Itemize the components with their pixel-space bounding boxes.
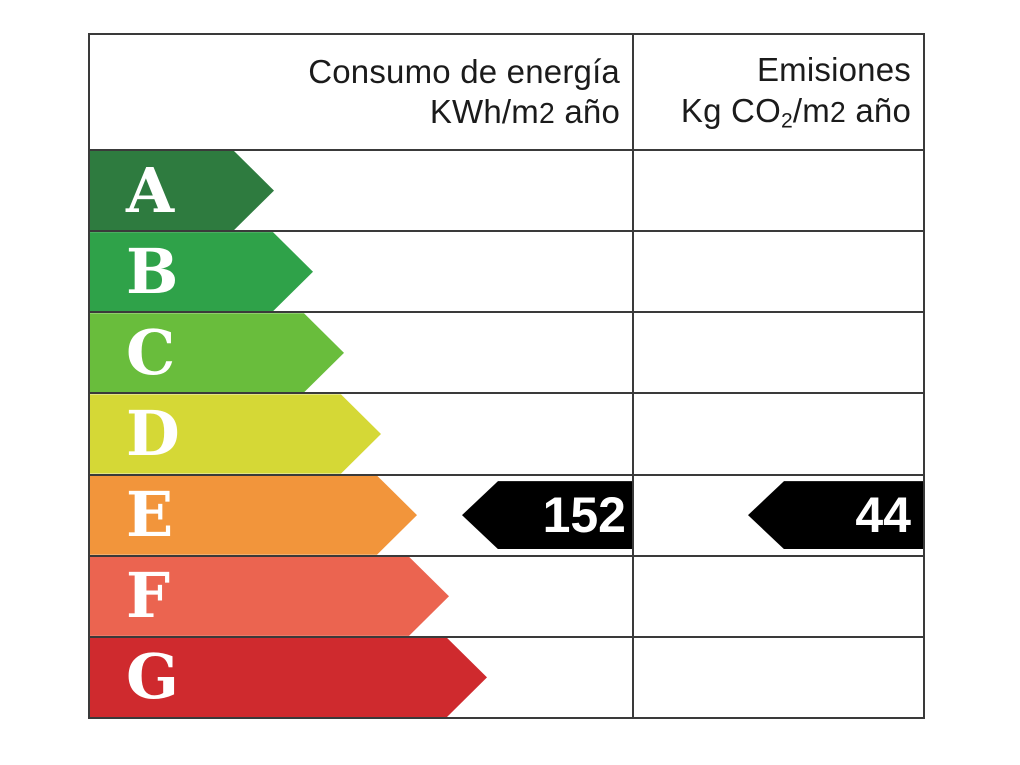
rating-band-c: C — [90, 313, 344, 392]
consumption-value-arrow: 152 — [462, 481, 632, 550]
consumption-value: 152 — [542, 487, 626, 544]
header-consumption-unit: KWh/m2 año — [429, 93, 620, 130]
header-emissions: Emisiones Kg CO2/m2 año — [634, 35, 923, 149]
rating-band-e: E — [90, 476, 417, 555]
emissions-value: 44 — [855, 487, 911, 544]
rating-band-g: G — [90, 638, 487, 717]
rating-row-f: F — [90, 556, 923, 638]
rating-letter-e: E — [126, 478, 174, 552]
table-header-row: Consumo de energía KWh/m2 año Emisiones … — [90, 35, 923, 151]
header-consumption-title: Consumo de energía — [308, 52, 620, 90]
header-consumption: Consumo de energía KWh/m2 año — [90, 35, 634, 149]
header-emissions-title: Emisiones — [756, 51, 911, 89]
rating-row-a: A — [90, 151, 923, 233]
header-emissions-unit: Kg CO2/m2 año — [680, 91, 911, 132]
rating-letter-g: G — [126, 640, 179, 714]
rating-letter-b: B — [126, 234, 179, 308]
rating-band-a: A — [90, 151, 274, 230]
rating-row-d: D — [90, 394, 923, 476]
rating-row-b: B — [90, 232, 923, 314]
rating-letter-f: F — [126, 559, 171, 633]
rating-band-b: B — [90, 232, 313, 311]
rating-band-f: F — [90, 557, 449, 636]
rating-row-e: E 152 44 — [90, 475, 923, 557]
rating-letter-d: D — [126, 396, 180, 470]
rating-band-d: D — [90, 394, 381, 473]
rating-letter-a: A — [126, 153, 175, 227]
rating-row-c: C — [90, 313, 923, 395]
energy-certificate-table: Consumo de energía KWh/m2 año Emisiones … — [88, 33, 925, 719]
emissions-value-arrow: 44 — [748, 481, 923, 550]
rating-rows: A B C D — [90, 151, 923, 717]
rating-letter-c: C — [126, 315, 176, 389]
rating-row-g: G — [90, 637, 923, 717]
